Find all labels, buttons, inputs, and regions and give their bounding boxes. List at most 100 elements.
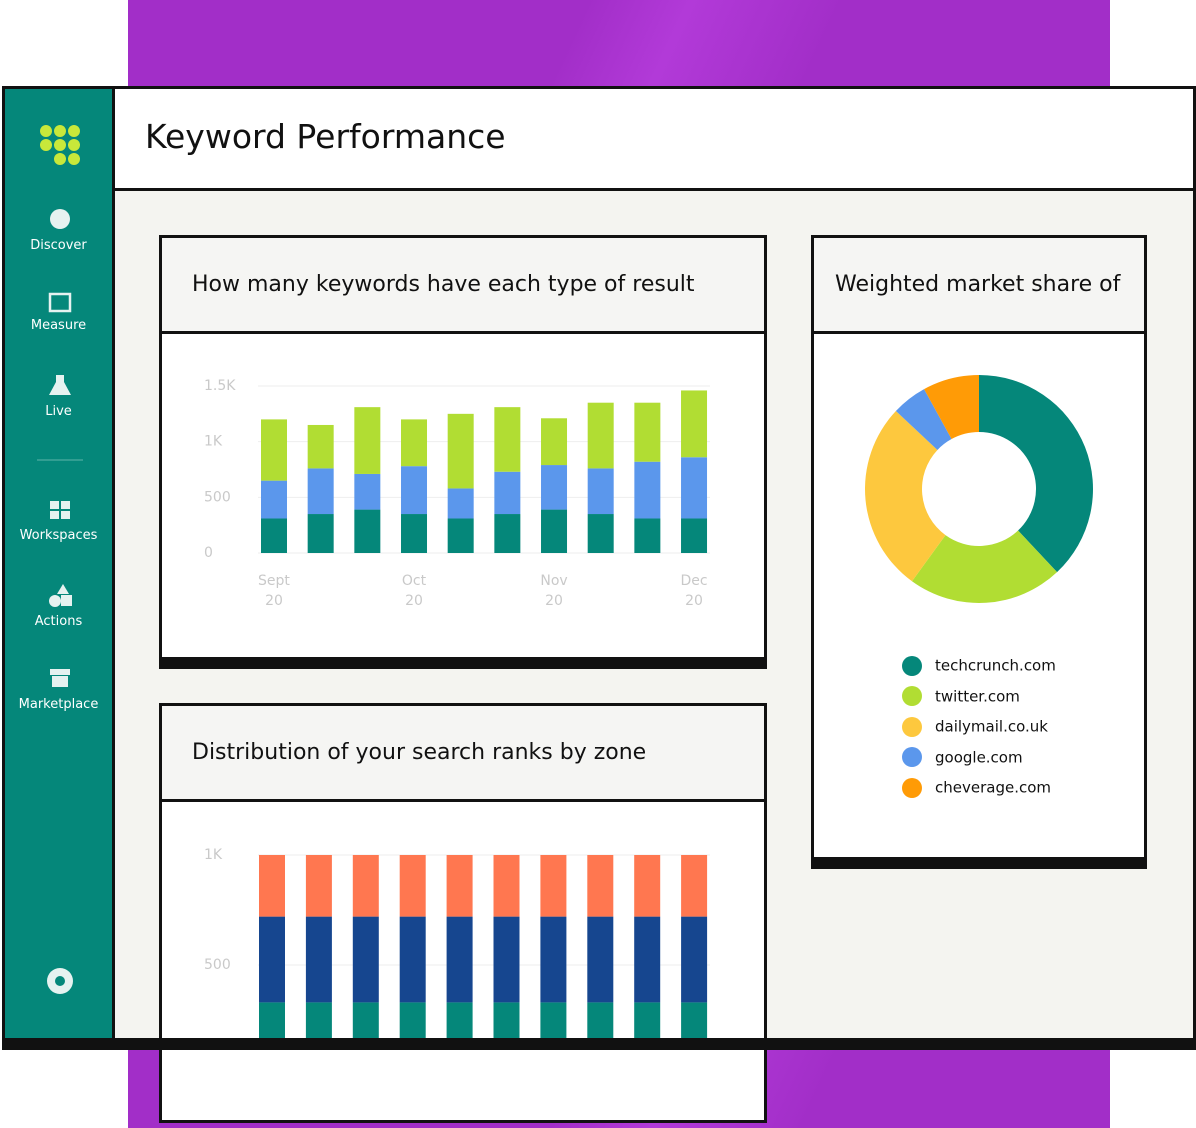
bar-segment <box>540 916 567 1003</box>
nav-item[interactable]: Measure <box>30 318 87 333</box>
card-title: Distribution of your search ranks by zon… <box>162 706 764 802</box>
bar-segment <box>494 514 521 553</box>
legend-label: techcrunch.com <box>935 656 1056 675</box>
bar-segment <box>681 1002 708 1038</box>
legend-swatch <box>902 716 922 737</box>
x-tick-label: Dec 20 <box>680 573 708 609</box>
bar-segment <box>261 518 287 553</box>
bar-segment <box>401 419 428 467</box>
bar-segment <box>446 916 473 1003</box>
bar-segment <box>634 402 661 462</box>
legend-item: dailymail.co.uk <box>902 715 1048 738</box>
y-tick-label: 0 <box>204 545 213 561</box>
bar-segment <box>447 518 474 553</box>
legend-swatch <box>902 747 922 767</box>
bar-segment <box>587 1002 614 1038</box>
marketplace-icon[interactable] <box>50 669 70 687</box>
bar-segment <box>307 468 334 515</box>
bar-segment <box>587 468 614 515</box>
bar-segment <box>307 424 334 469</box>
logo[interactable] <box>40 125 80 165</box>
x-tick-label: Nov 20 <box>540 573 568 609</box>
bar-segment <box>447 488 474 519</box>
bar-segment <box>681 390 708 458</box>
y-tick-label: 500 <box>204 957 231 973</box>
y-tick-label: 1.5K <box>204 378 236 394</box>
workspaces-icon[interactable] <box>50 501 70 519</box>
bar-segment <box>634 461 661 519</box>
bar-segment <box>305 855 332 917</box>
bar-segment <box>305 916 332 1003</box>
bar-segment <box>352 855 379 917</box>
bar-segment <box>494 407 521 472</box>
legend-label: twitter.com <box>935 687 1020 705</box>
bar-segment <box>493 916 520 1003</box>
bar-segment <box>681 518 708 553</box>
settings-icon[interactable] <box>47 968 73 994</box>
bar-segment <box>587 855 614 917</box>
bar-segment <box>681 916 708 1003</box>
legend-label: google.com <box>935 748 1023 766</box>
measure-icon[interactable] <box>48 292 72 313</box>
bar-segment <box>587 402 614 469</box>
card-title: How many keywords have each type of resu… <box>162 238 764 334</box>
bar-segment <box>493 855 520 917</box>
discover-icon[interactable] <box>50 209 70 229</box>
bar-segment <box>541 418 568 466</box>
bar-segment <box>354 407 381 474</box>
chart-ranks: 500 1K <box>204 847 710 1038</box>
bar-segment <box>447 413 474 489</box>
bar-segment <box>446 855 473 917</box>
legend-item: twitter.com <box>902 685 1020 708</box>
nav-item[interactable]: Live <box>45 404 72 419</box>
bar-segment <box>305 1002 332 1038</box>
legend-swatch <box>902 655 922 676</box>
legend-item: cheverage.com <box>902 776 1051 799</box>
card-title: Weighted market share of <box>814 238 1144 334</box>
bar-segment <box>587 916 614 1003</box>
bar-segment <box>446 1002 473 1038</box>
bar-segment <box>634 1002 661 1038</box>
bar-segment <box>259 855 285 917</box>
bar-segment <box>261 480 287 519</box>
bar-segment <box>399 916 426 1003</box>
donut-slice <box>924 374 979 440</box>
bar-segment <box>493 1002 520 1038</box>
x-tick-label: Sept 20 <box>258 573 290 609</box>
live-icon[interactable] <box>49 375 71 395</box>
nav-item[interactable]: Workspaces <box>19 528 98 543</box>
header: Keyword Performance <box>115 89 1193 191</box>
legend-swatch <box>902 777 922 798</box>
bar-segment <box>352 1002 379 1038</box>
donut-slice <box>911 530 1058 603</box>
bar-segment <box>540 1002 567 1038</box>
bar-segment <box>634 855 661 917</box>
bar-segment <box>634 518 661 553</box>
chart-keywords: 0 500 1K 1.5K <box>204 378 710 561</box>
bar-segment <box>399 1002 426 1038</box>
nav-item[interactable]: Actions <box>34 614 83 629</box>
bar-segment <box>634 916 661 1003</box>
bar-segment <box>540 855 567 917</box>
bar-segment <box>541 509 568 553</box>
legend-item: google.com <box>902 746 1023 769</box>
bar-segment <box>259 1002 285 1038</box>
bar-segment <box>587 514 614 553</box>
donut-slice <box>864 410 946 582</box>
y-tick-label: 500 <box>204 489 231 505</box>
legend-label: dailymail.co.uk <box>935 717 1048 736</box>
sidebar-icons <box>37 125 83 994</box>
legend-item: techcrunch.com <box>902 654 1056 677</box>
chart-share <box>864 374 1093 603</box>
bar-segment <box>681 457 708 519</box>
nav-item[interactable]: Marketplace <box>18 697 99 712</box>
x-tick-label: Oct 20 <box>401 573 427 609</box>
window-bottom-border <box>2 1038 1196 1050</box>
bar-segment <box>354 509 381 553</box>
actions-icon[interactable] <box>49 584 72 607</box>
nav-item[interactable]: Discover <box>30 238 87 253</box>
bar-segment <box>261 419 287 481</box>
bar-segment <box>401 514 428 553</box>
